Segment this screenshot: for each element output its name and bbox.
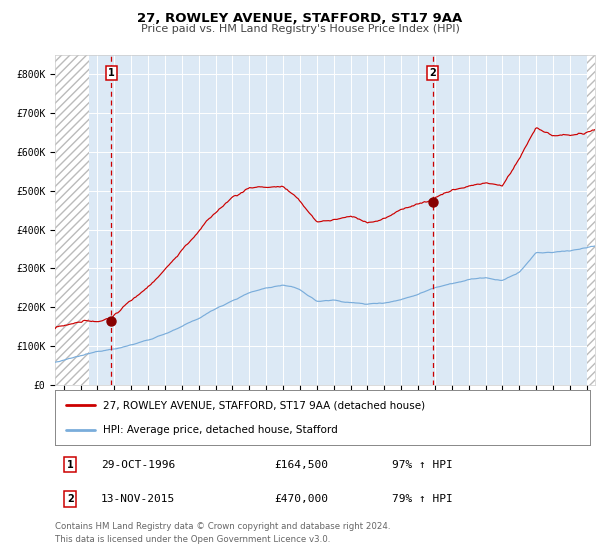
Text: Contains HM Land Registry data © Crown copyright and database right 2024.
This d: Contains HM Land Registry data © Crown c… <box>55 522 391 544</box>
Bar <box>587 55 595 385</box>
Text: 1: 1 <box>67 460 74 470</box>
Text: HPI: Average price, detached house, Stafford: HPI: Average price, detached house, Staf… <box>103 426 338 435</box>
Text: 2: 2 <box>67 494 74 504</box>
Text: 29-OCT-1996: 29-OCT-1996 <box>101 460 175 470</box>
Text: £470,000: £470,000 <box>274 494 328 504</box>
Text: 27, ROWLEY AVENUE, STAFFORD, ST17 9AA: 27, ROWLEY AVENUE, STAFFORD, ST17 9AA <box>137 12 463 25</box>
Text: 13-NOV-2015: 13-NOV-2015 <box>101 494 175 504</box>
Text: 79% ↑ HPI: 79% ↑ HPI <box>392 494 453 504</box>
Text: Price paid vs. HM Land Registry's House Price Index (HPI): Price paid vs. HM Land Registry's House … <box>140 24 460 34</box>
Text: 27, ROWLEY AVENUE, STAFFORD, ST17 9AA (detached house): 27, ROWLEY AVENUE, STAFFORD, ST17 9AA (d… <box>103 400 425 410</box>
Text: 2: 2 <box>430 68 436 78</box>
Text: 97% ↑ HPI: 97% ↑ HPI <box>392 460 453 470</box>
Text: 1: 1 <box>108 68 115 78</box>
Bar <box>55 55 89 385</box>
Text: £164,500: £164,500 <box>274 460 328 470</box>
